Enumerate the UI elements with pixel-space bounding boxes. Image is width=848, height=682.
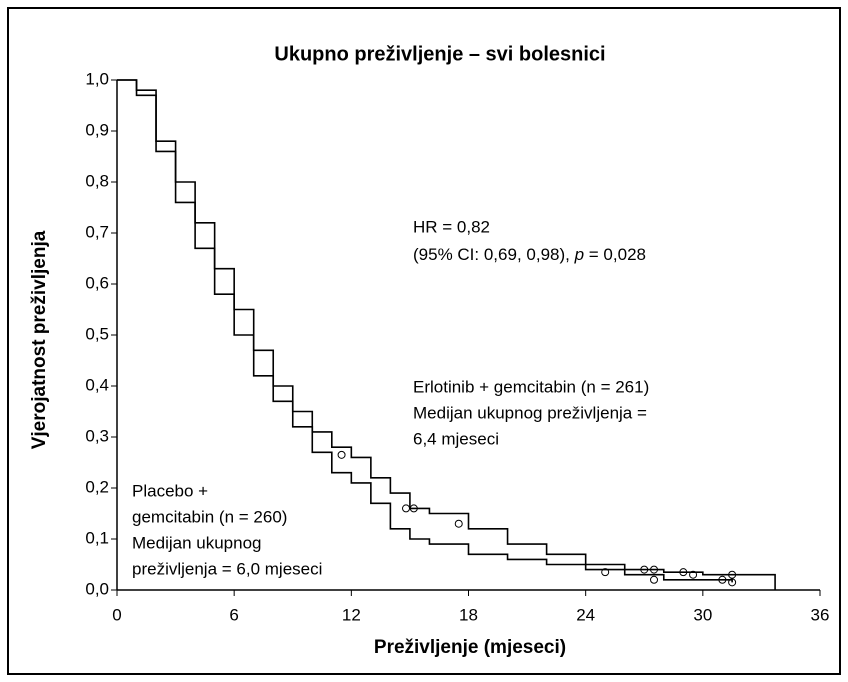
censor-mark <box>601 568 610 577</box>
censor-mark <box>409 504 418 513</box>
censor-mark <box>454 519 463 528</box>
annotation: gemcitabin (n = 260) <box>132 507 287 526</box>
x-tick-label: 18 <box>459 605 478 624</box>
y-tick-label: 0,5 <box>85 324 109 343</box>
y-tick-label: 0,0 <box>85 579 109 598</box>
y-tick-label: 0,9 <box>85 120 109 139</box>
annotation: (95% CI: 0,69, 0,98), p = 0,028 <box>413 245 646 264</box>
y-tick-label: 0,1 <box>85 528 109 547</box>
x-tick-label: 6 <box>229 605 238 624</box>
y-tick-label: 1,0 <box>85 69 109 88</box>
x-tick-label: 36 <box>811 605 830 624</box>
annotation: Placebo + <box>132 481 208 500</box>
x-tick-label: 0 <box>112 605 121 624</box>
annotation-part: p <box>574 245 584 264</box>
censor-mark <box>689 570 698 579</box>
y-tick-label: 0,7 <box>85 222 109 241</box>
censor-mark <box>728 578 737 587</box>
frame <box>7 7 841 675</box>
annotation-part: (95% CI: 0,69, 0,98), <box>413 245 575 264</box>
censor-mark <box>402 504 411 513</box>
annotation-part: = 0,028 <box>584 245 646 264</box>
y-tick-label: 0,3 <box>85 426 109 445</box>
y-axis-label: Vjerojatnost preživljenja <box>29 230 50 449</box>
x-axis-label: Preživljenje (mjeseci) <box>374 637 566 658</box>
annotation: preživljenja = 6,0 mjeseci <box>132 559 322 578</box>
censor-mark <box>650 565 659 574</box>
annotation: Erlotinib + gemcitabin (n = 261) <box>413 377 649 396</box>
censor-mark <box>640 565 649 574</box>
survival-curve <box>117 79 733 583</box>
annotation: HR = 0,82 <box>413 217 490 236</box>
censor-mark <box>337 450 346 459</box>
x-tick-label: 12 <box>342 605 361 624</box>
censor-mark <box>718 575 727 584</box>
x-tick-label: 24 <box>576 605 595 624</box>
y-tick-label: 0,8 <box>85 171 109 190</box>
annotation: Medijan ukupnog <box>132 533 261 552</box>
censor-mark <box>679 568 688 577</box>
y-tick-label: 0,4 <box>85 375 109 394</box>
y-tick-label: 0,6 <box>85 273 109 292</box>
censor-mark <box>650 575 659 584</box>
y-tick-label: 0,2 <box>85 477 109 496</box>
annotation: 6,4 mjeseci <box>413 429 499 448</box>
annotation: Medijan ukupnog preživljenja = <box>413 403 647 422</box>
x-tick-label: 30 <box>693 605 712 624</box>
censor-mark <box>728 570 737 579</box>
chart-title: Ukupno preživljenje – svi bolesnici <box>274 43 605 65</box>
